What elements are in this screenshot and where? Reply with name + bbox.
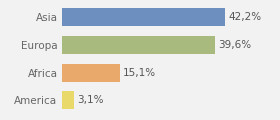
Bar [62, 91, 74, 109]
Text: 3,1%: 3,1% [77, 95, 103, 105]
Bar [62, 36, 215, 54]
Bar [62, 8, 225, 26]
Bar [62, 64, 120, 82]
Text: 39,6%: 39,6% [218, 40, 251, 50]
Text: 15,1%: 15,1% [123, 68, 156, 78]
Text: 42,2%: 42,2% [228, 12, 261, 22]
